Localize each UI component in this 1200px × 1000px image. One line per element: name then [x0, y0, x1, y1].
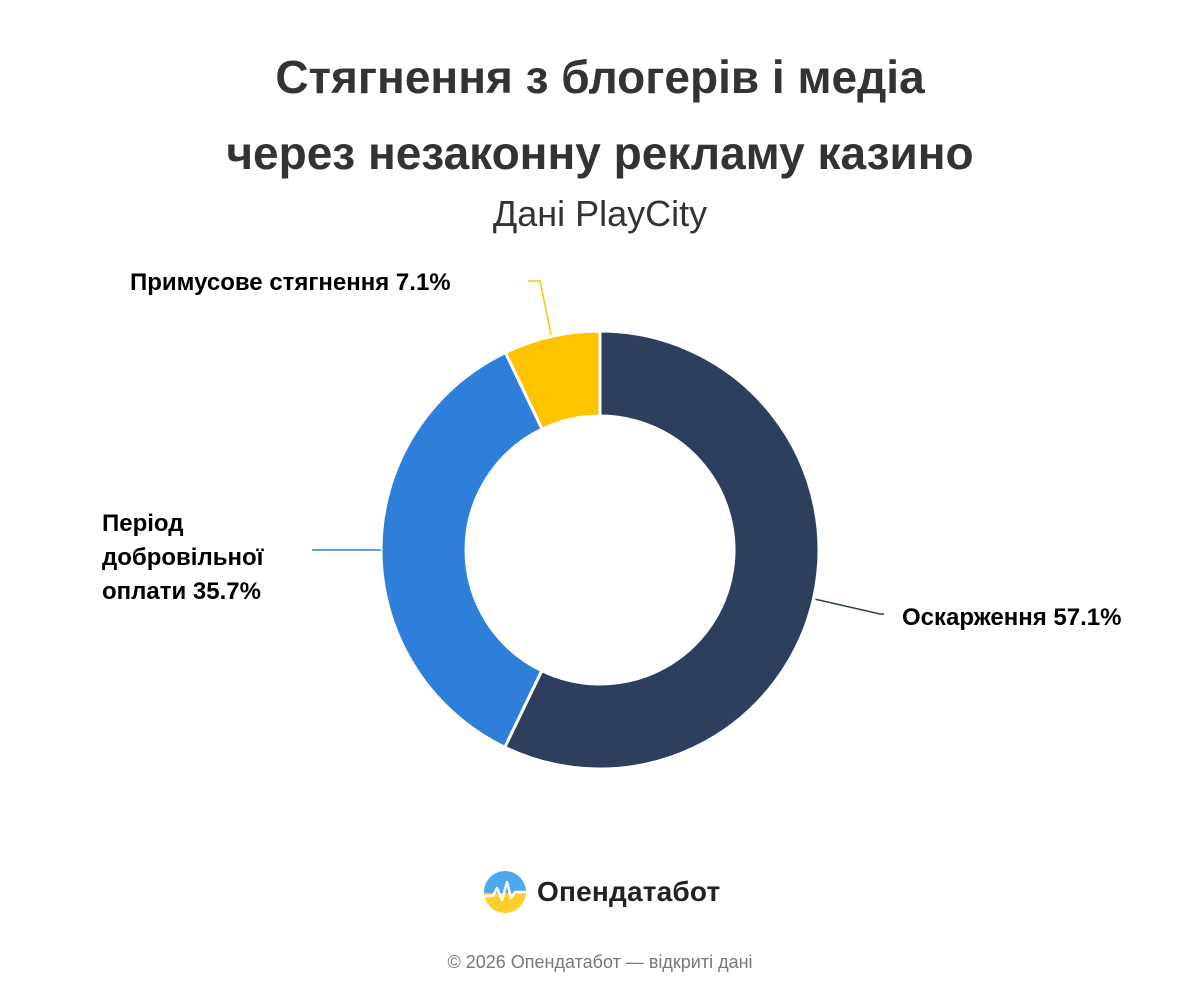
- opendatabot-logo-icon: [484, 871, 526, 913]
- brand-name: Опендатабот: [537, 876, 721, 907]
- footer-copyright: © 2026 Опендатабот — відкриті дані: [447, 952, 753, 972]
- chart-title-line-1: Стягнення з блогерів і медіа: [275, 51, 925, 103]
- donut-slice-3: [503, 329, 602, 431]
- slice-label-2: Період добровільної оплати 35.7%: [102, 510, 265, 605]
- leader-line-3: [528, 280, 552, 335]
- brand: Опендатабот: [483, 868, 720, 916]
- donut-slice-2: [379, 350, 544, 749]
- leader-line-1: [815, 598, 884, 615]
- donut-slice-1: [503, 329, 821, 771]
- chart-title-line-2: через незаконну рекламу казино: [226, 127, 974, 179]
- slice-label-1: Оскарження 57.1%: [902, 604, 1121, 631]
- slice-label-3: Примусове стягнення 7.1%: [130, 269, 451, 296]
- chart-subtitle: Дані PlayCity: [492, 193, 708, 234]
